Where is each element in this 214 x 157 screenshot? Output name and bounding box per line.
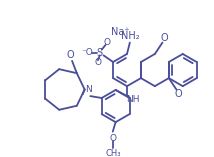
Text: NH: NH [126, 95, 139, 104]
Text: O: O [66, 50, 74, 60]
Text: O: O [94, 58, 101, 68]
Text: O: O [104, 38, 111, 47]
Text: CH₃: CH₃ [106, 149, 122, 157]
Text: O: O [160, 33, 168, 43]
Text: Na⁺: Na⁺ [111, 27, 130, 37]
Text: O: O [174, 89, 182, 99]
Text: ⁻O: ⁻O [82, 48, 93, 57]
Text: O: O [109, 134, 116, 143]
Text: NH₂: NH₂ [120, 31, 139, 41]
Text: N: N [85, 85, 92, 94]
Text: S: S [97, 48, 103, 58]
